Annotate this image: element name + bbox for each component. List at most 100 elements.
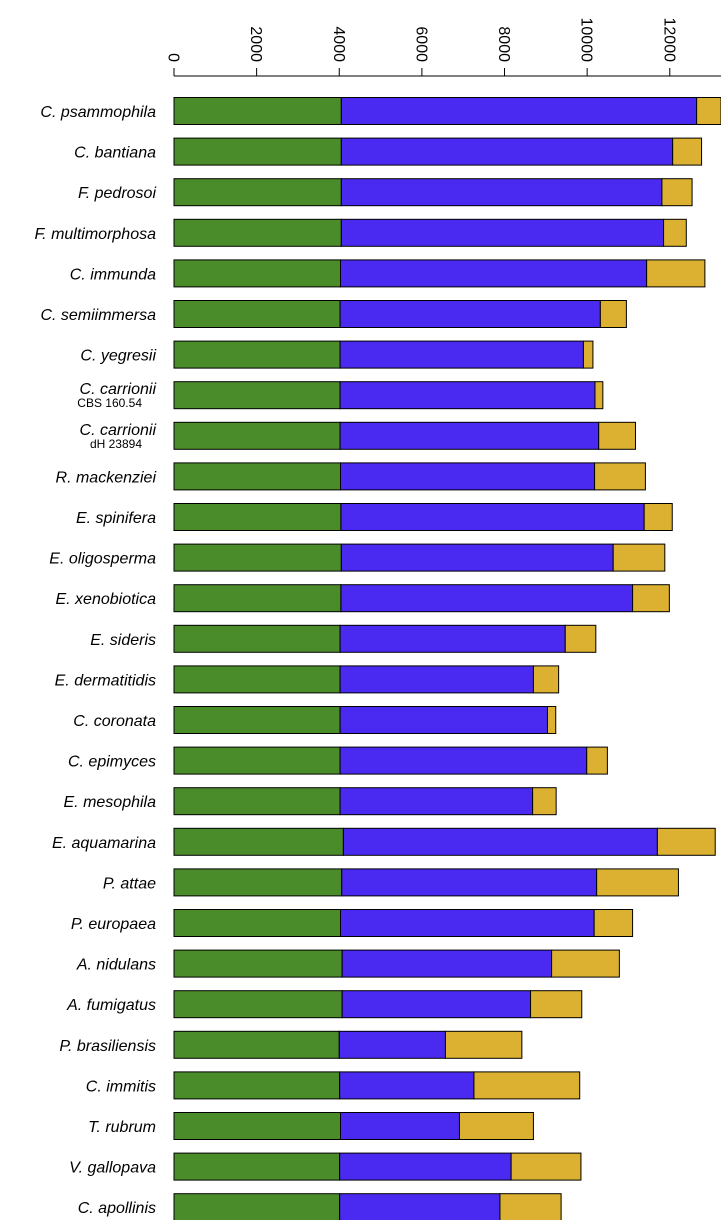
- x-tick-label: 0: [165, 53, 182, 62]
- bar-segment-1: [173, 787, 341, 816]
- bar-segment-2: [339, 1112, 460, 1140]
- bar-segment-3: [586, 746, 608, 775]
- bar-segment-1: [173, 665, 341, 694]
- bar-segment-2: [339, 259, 648, 288]
- bar-segment-2: [342, 827, 658, 856]
- bar-segment-2: [340, 218, 665, 247]
- x-axis: 0 2000 4000 6000 8000 10000 12000: [165, 18, 721, 77]
- category-label: P. brasiliensis: [59, 1038, 156, 1055]
- bar-segment-2: [340, 137, 674, 166]
- category-label: E. xenobiotica: [55, 591, 156, 608]
- bar-segment-2: [341, 990, 532, 1019]
- bar-segment-3: [661, 178, 693, 207]
- bar-segment-2: [339, 300, 601, 328]
- bar-segment-1: [173, 1112, 341, 1140]
- category-label: E. dermatitidis: [55, 672, 156, 689]
- bars: [173, 97, 721, 1220]
- category-label: C. psammophila: [40, 104, 156, 121]
- bar-segment-1: [173, 421, 341, 450]
- bar-segment-3: [672, 137, 703, 166]
- x-tick-label: 8000: [495, 26, 512, 62]
- bar-segment-1: [173, 300, 341, 328]
- category-label: A. fumigatus: [66, 997, 156, 1014]
- bar-segment-3: [594, 381, 604, 410]
- bar-segment-1: [173, 503, 342, 531]
- bar-segment-1: [173, 1193, 341, 1220]
- category-label: E. spinifera: [76, 510, 156, 527]
- category-label: C. bantiana: [74, 145, 156, 162]
- bar-segment-1: [173, 137, 342, 166]
- category-label: C. epimyces: [68, 754, 156, 771]
- bar-segment-2: [340, 178, 663, 207]
- bar-segment-1: [173, 218, 342, 247]
- category-label: P. europaea: [71, 916, 156, 933]
- bar-segment-2: [339, 665, 534, 694]
- bar-segment-3: [458, 1112, 534, 1140]
- bar-segment-2: [338, 1030, 446, 1059]
- bar-segment-3: [663, 218, 687, 247]
- bar-segment-1: [173, 462, 341, 491]
- bar-segment-1: [173, 706, 341, 734]
- bar-segment-1: [173, 827, 344, 856]
- bar-segment-1: [173, 543, 342, 572]
- bar-segment-1: [173, 909, 341, 937]
- bar-segment-2: [340, 97, 698, 125]
- category-label: C. apollinis: [78, 1200, 156, 1217]
- bar-segment-2: [339, 340, 584, 369]
- bar-segment-2: [339, 1071, 475, 1100]
- bar-segment-3: [643, 503, 673, 531]
- bar-segment-3: [656, 827, 716, 856]
- bar-segment-3: [444, 1030, 523, 1059]
- bar-segment-3: [593, 909, 634, 937]
- bar-segment-1: [173, 178, 342, 207]
- category-label: C. carrionii: [80, 422, 157, 439]
- bar-segment-3: [599, 300, 627, 328]
- bar-segment-3: [499, 1193, 562, 1220]
- bar-segment-2: [339, 1193, 501, 1220]
- bar-segment-3: [632, 584, 670, 613]
- bar-segment-3: [532, 665, 560, 694]
- category-label: F. multimorphosa: [34, 226, 156, 243]
- bar-segment-3: [564, 624, 597, 653]
- bar-segment-1: [173, 381, 341, 410]
- bar-segment-3: [598, 421, 636, 450]
- bar-segment-3: [532, 787, 557, 816]
- bar-segment-1: [173, 746, 341, 775]
- bar-segment-3: [612, 543, 666, 572]
- bar-segment-3: [582, 340, 594, 369]
- x-tick-label: 10000: [578, 18, 595, 63]
- bar-segment-3: [530, 990, 583, 1019]
- category-label: C. yegresii: [80, 348, 156, 365]
- category-label: E. mesophila: [64, 794, 157, 811]
- category-sublabel: CBS 160.54: [77, 396, 142, 410]
- bar-segment-2: [340, 503, 645, 531]
- bar-segment-1: [173, 624, 341, 653]
- category-label: C. carrionii: [80, 381, 157, 398]
- bar-segment-1: [173, 1152, 341, 1181]
- bar-segment-1: [173, 868, 343, 897]
- x-tick-label: 6000: [412, 26, 429, 62]
- category-label: F. pedrosoi: [78, 185, 156, 202]
- bar-segment-2: [339, 462, 596, 491]
- category-label: E. oligosperma: [49, 551, 156, 568]
- category-label: T. rubrum: [88, 1119, 156, 1136]
- bar-segment-3: [510, 1152, 582, 1181]
- bar-segment-1: [173, 97, 342, 125]
- category-labels: C. psammophila C. bantiana F. pedrosoi F. m…: [34, 104, 156, 1217]
- x-tick-label: 2000: [247, 26, 264, 62]
- bar-segment-2: [339, 624, 566, 653]
- category-label: P. attae: [103, 875, 156, 892]
- bar-segment-2: [341, 949, 553, 978]
- bar-segment-3: [596, 868, 679, 897]
- bar-segment-2: [339, 746, 588, 775]
- bar-segment-2: [339, 1152, 512, 1181]
- category-label: C. immunda: [70, 266, 156, 283]
- category-label: E. sideris: [90, 632, 156, 649]
- category-label: C. immitis: [86, 1078, 156, 1095]
- category-label: V. gallopava: [69, 1160, 156, 1177]
- bar-segment-1: [173, 584, 342, 613]
- bar-segment-1: [173, 1030, 340, 1059]
- bar-segment-3: [551, 949, 620, 978]
- bar-segment-2: [339, 381, 596, 410]
- bar-segment-2: [341, 868, 598, 897]
